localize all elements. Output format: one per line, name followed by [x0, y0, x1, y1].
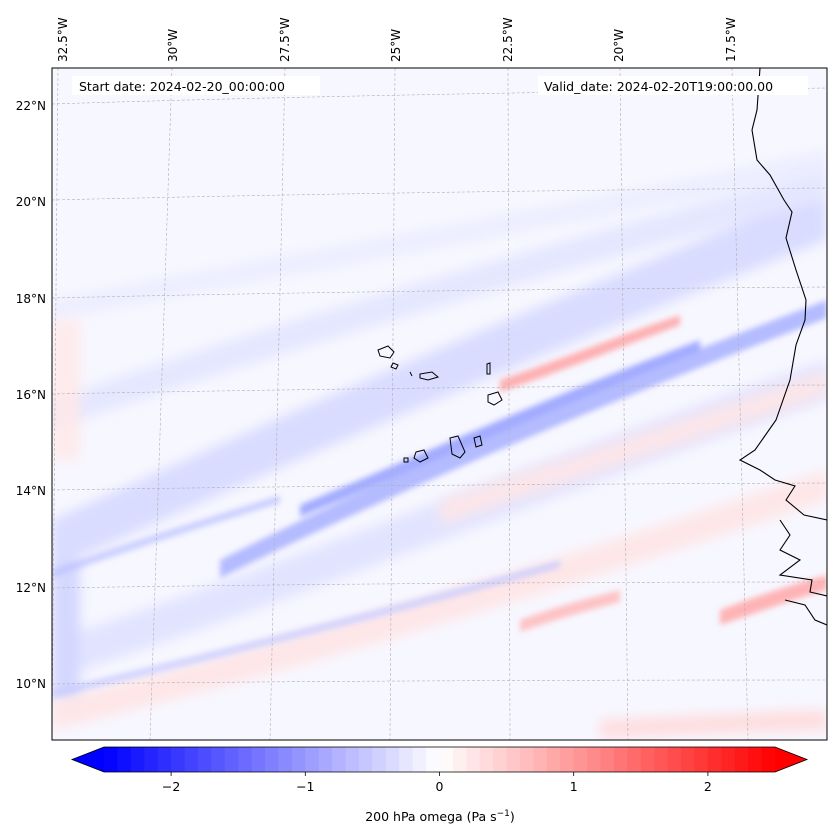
colorbar-bin [439, 747, 454, 772]
lon-label-27-5w: 27.5°W [278, 17, 292, 62]
colorbar-bin [734, 747, 749, 772]
colorbar-bin [654, 747, 669, 772]
lon-label-17-5w: 17.5°W [724, 17, 738, 62]
lon-label-32-5w: 32.5°W [56, 17, 70, 62]
colorbar-tick-label: 1 [570, 779, 578, 794]
colorbar-bin [358, 747, 373, 772]
colorbar-bin [533, 747, 548, 772]
colorbar-bin [667, 747, 682, 772]
lat-label-14n: 14°N [16, 484, 46, 498]
gridlines [52, 68, 827, 740]
colorbar-bin [238, 747, 253, 772]
colorbar-bin [184, 747, 199, 772]
start-date-box [72, 76, 320, 95]
colorbar-bin [506, 747, 521, 772]
colorbar-bin [171, 747, 186, 772]
colorbar-bin [560, 747, 575, 772]
lat-label-18n: 18°N [16, 292, 46, 306]
colorbar-bin [144, 747, 159, 772]
latitude-labels: 22°N 20°N 18°N 16°N 14°N 12°N 10°N [16, 99, 46, 691]
coastline [738, 68, 827, 626]
colorbar-bin [694, 747, 709, 772]
omega-field: Start date: 2024-02-20_00:00:00 Valid_da… [52, 68, 827, 740]
colorbar-tick-label: 2 [704, 779, 712, 794]
colorbar-label-main: 200 hPa omega (Pa s [365, 809, 496, 824]
colorbar: −2 −1 0 1 2 200 hPa omega (Pa s−1) [70, 746, 809, 824]
colorbar-bin [681, 747, 696, 772]
colorbar-bin [399, 747, 414, 772]
colorbar-bin [117, 747, 132, 772]
longitude-labels: 32.5°W 30°W 27.5°W 25°W 22.5°W 20°W 17.5… [56, 17, 738, 62]
colorbar-bin [748, 747, 763, 772]
colorbar-bin [197, 747, 212, 772]
colorbar-bin [305, 747, 320, 772]
lat-label-10n: 10°N [16, 677, 46, 691]
colorbar-label-close: ) [510, 809, 515, 824]
colorbar-bin [224, 747, 239, 772]
colorbar-tick-label: −1 [296, 779, 314, 794]
colorbar-bin [587, 747, 602, 772]
colorbar-bin [613, 747, 628, 772]
colorbar-gradient [104, 747, 776, 772]
colorbar-bin [372, 747, 387, 772]
colorbar-bin [157, 747, 172, 772]
colorbar-bin [707, 747, 722, 772]
colorbar-bin [104, 747, 119, 772]
colorbar-bin [546, 747, 561, 772]
colorbar-bin [345, 747, 360, 772]
lat-label-20n: 20°N [16, 195, 46, 209]
colorbar-label: 200 hPa omega (Pa s−1) [365, 809, 515, 824]
colorbar-bin [493, 747, 508, 772]
colorbar-bin [426, 747, 441, 772]
colorbar-bin [640, 747, 655, 772]
colorbar-bin [211, 747, 226, 772]
start-date-label: Start date: 2024-02-20_00:00:00 [79, 79, 285, 94]
cape-verde-islands [377, 345, 503, 463]
colorbar-bin [452, 747, 467, 772]
valid-date-box [538, 76, 808, 95]
lat-label-16n: 16°N [16, 388, 46, 402]
map-frame [51, 67, 828, 741]
valid-date-label: Valid_date: 2024-02-20T19:00:00.00 [544, 79, 773, 94]
colorbar-outline [70, 746, 809, 773]
colorbar-bin [278, 747, 293, 772]
colorbar-bin [318, 747, 333, 772]
colorbar-bin [265, 747, 280, 772]
colorbar-bin [761, 747, 776, 772]
lon-label-22-5w: 22.5°W [501, 17, 515, 62]
lon-label-25w: 25°W [389, 29, 403, 62]
colorbar-tick-label: 0 [436, 779, 444, 794]
colorbar-bin [573, 747, 588, 772]
colorbar-extend-min [72, 747, 104, 772]
lon-label-30w: 30°W [166, 29, 180, 62]
colorbar-bin [332, 747, 347, 772]
colorbar-bin [600, 747, 615, 772]
colorbar-bin [520, 747, 535, 772]
colorbar-tick-label: −2 [162, 779, 180, 794]
lon-label-20w: 20°W [612, 29, 626, 62]
colorbar-bin [412, 747, 427, 772]
colorbar-bin [130, 747, 145, 772]
colorbar-label-exponent: −1 [497, 809, 510, 819]
colorbar-bin [385, 747, 400, 772]
colorbar-bin [466, 747, 481, 772]
lat-label-22n: 22°N [16, 99, 46, 113]
colorbar-bin [627, 747, 642, 772]
colorbar-bin [291, 747, 306, 772]
colorbar-bin [721, 747, 736, 772]
colorbar-extend-max [775, 747, 807, 772]
colorbar-bin [479, 747, 494, 772]
colorbar-bin [251, 747, 266, 772]
lat-label-12n: 12°N [16, 581, 46, 595]
colorbar-ticks: −2 −1 0 1 2 [162, 772, 712, 794]
